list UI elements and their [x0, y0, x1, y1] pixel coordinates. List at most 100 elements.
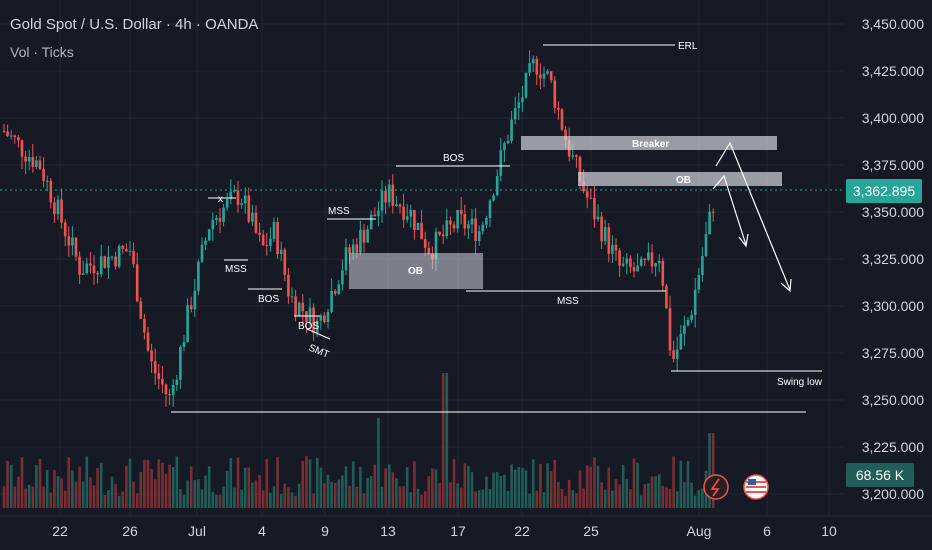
current-price-label: 3,362.895	[853, 183, 915, 199]
candle-body	[171, 384, 175, 396]
annotation-erl: ERL	[678, 41, 698, 52]
candle-body	[344, 247, 348, 271]
candle-body	[459, 209, 463, 215]
candle-body	[9, 135, 13, 137]
volume-bar	[693, 495, 697, 508]
candle-body	[686, 320, 690, 326]
volume-bar	[546, 463, 549, 508]
ob-zone-left	[349, 253, 483, 289]
candle-body	[63, 222, 67, 237]
volume-bar	[607, 467, 611, 508]
candle-body	[650, 252, 654, 267]
candle-body	[668, 308, 672, 351]
candle-body	[308, 307, 312, 322]
price-tick-label: 3,250.000	[862, 392, 924, 408]
candle-body	[531, 58, 535, 64]
breaker-zone	[521, 136, 777, 150]
volume-bar	[474, 491, 477, 508]
candle-body	[287, 274, 290, 297]
candle-body	[53, 202, 56, 215]
candle-body	[168, 394, 171, 396]
price-tick-label: 3,450.000	[862, 16, 924, 32]
us-flag-icon[interactable]	[743, 474, 769, 500]
candle-body	[704, 234, 708, 256]
volume-bar	[492, 472, 495, 508]
volume-bar	[20, 457, 24, 508]
volume-bar	[589, 466, 593, 508]
candle-body	[701, 255, 704, 275]
candle-body	[258, 232, 261, 235]
volume-bar	[326, 474, 330, 508]
annotation-mss-left: MSS	[225, 264, 247, 275]
volume-bar	[31, 486, 35, 508]
candle-body	[654, 263, 657, 267]
volume-bar	[560, 488, 564, 508]
candle-body	[513, 108, 517, 120]
volume-bar	[571, 490, 575, 508]
time-tick-label: 25	[583, 523, 599, 539]
volume-bar	[387, 464, 391, 508]
candle-body	[488, 200, 492, 218]
volume-bar	[647, 483, 650, 508]
volume-bar	[355, 487, 359, 508]
volume-bar	[168, 464, 171, 508]
volume-bar	[38, 458, 42, 508]
volume-bar	[506, 491, 510, 508]
volume-bar	[99, 462, 103, 508]
candle-body	[6, 131, 9, 137]
candle-body	[661, 260, 665, 286]
candle-body	[135, 264, 139, 302]
candle-body	[326, 312, 330, 323]
volume-bar	[413, 461, 416, 508]
candle-body	[683, 325, 686, 334]
volume-bar	[654, 476, 657, 508]
volume-bar	[312, 493, 315, 508]
candle-body	[589, 197, 593, 199]
lightning-icon[interactable]	[703, 474, 729, 500]
volume-bar	[301, 461, 305, 508]
candle-body	[139, 301, 143, 319]
volume-bar	[524, 470, 528, 508]
volume-bar	[139, 471, 143, 508]
volume-bar	[711, 433, 715, 508]
candle-body	[114, 256, 117, 267]
candle-body	[542, 73, 546, 79]
volume-bar	[117, 495, 121, 508]
candle-body	[31, 156, 35, 167]
arrowhead-short	[738, 233, 749, 248]
candle-body	[632, 267, 636, 272]
chart-title: Gold Spot / U.S. Dollar · 4h · OANDA	[10, 16, 259, 33]
volume-bar	[603, 489, 607, 508]
volume-bar	[434, 469, 438, 508]
candle-body	[315, 320, 319, 334]
candle-body	[492, 195, 495, 201]
volume-bar	[204, 475, 207, 508]
volume-bar	[161, 462, 164, 508]
time-axis[interactable]: 22 26 Jul 4 9 13 17 22 25 Aug 6 10	[52, 523, 837, 539]
volume-bar	[89, 477, 92, 508]
candle-body	[423, 239, 427, 248]
candle-body	[409, 209, 413, 217]
volume-bar	[510, 464, 513, 508]
volume-bar	[596, 465, 600, 508]
volume-bar	[27, 484, 31, 508]
price-tick-label: 3,275.000	[862, 345, 924, 361]
volume-bar	[261, 490, 265, 508]
candle-body	[179, 346, 182, 380]
candle-body	[132, 250, 135, 265]
annotations: ERL BOS MSS x MSS BOS BOS SMT MSS Swing …	[171, 41, 823, 413]
volume-bar	[78, 466, 81, 508]
volume-bar	[49, 492, 53, 508]
volume-bar	[535, 490, 539, 508]
price-axis[interactable]: 3,450.000 3,425.000 3,400.000 3,375.000 3,35…	[862, 16, 924, 502]
candle-body	[434, 231, 438, 260]
annotation-ob-right: OB	[676, 175, 691, 186]
volume-bar	[395, 478, 398, 508]
candle-body	[186, 305, 189, 343]
volume-bar	[24, 488, 27, 508]
volume-bar	[243, 467, 247, 508]
volume-bar	[114, 484, 117, 508]
volume-bar	[63, 490, 67, 508]
candle-body	[621, 263, 625, 266]
